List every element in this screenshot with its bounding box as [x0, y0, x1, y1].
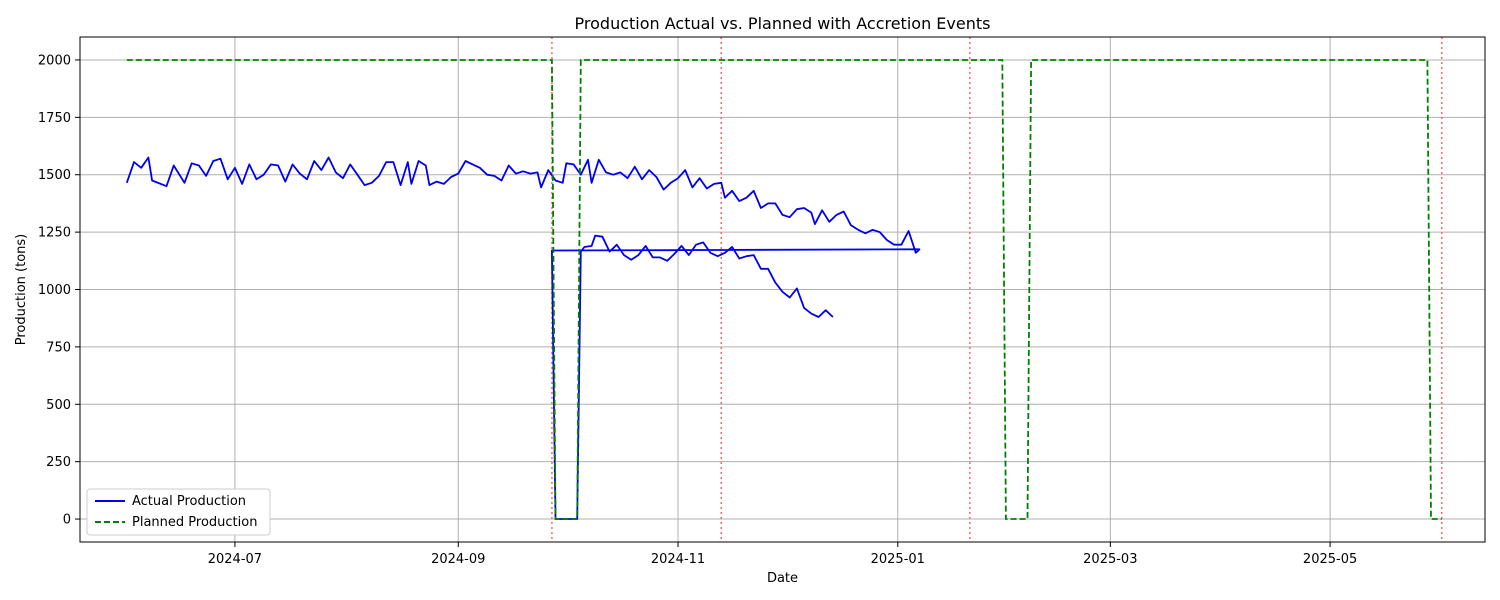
x-tick-label: 2024-11 [651, 552, 705, 567]
x-tick-label: 2024-09 [431, 552, 485, 567]
legend-label-actual: Actual Production [132, 494, 246, 509]
event-lines [551, 37, 1443, 542]
ticks: 2024-07 2024-09 2024-11 2025-01 2025-03 2025-… [38, 53, 1357, 567]
y-tick-label: 250 [46, 455, 71, 470]
series-line-actual [125, 156, 921, 520]
x-tick-label: 2024-07 [208, 552, 262, 567]
y-tick-label: 1750 [38, 111, 71, 126]
y-tick-label: 1500 [38, 168, 71, 183]
y-tick-label: 2000 [38, 53, 71, 68]
x-axis-label: Date [767, 571, 798, 586]
y-tick-label: 500 [46, 398, 71, 413]
y-axis-label: Production (tons) [14, 234, 29, 346]
series-line-planned [126, 59, 1442, 520]
legend-box [86, 488, 271, 536]
x-tick-label: 2025-03 [1083, 552, 1137, 567]
legend-label-planned: Planned Production [132, 515, 257, 530]
y-tick-label: 750 [46, 340, 71, 355]
x-tick-label: 2025-05 [1303, 552, 1357, 567]
x-tick-label: 2025-01 [871, 552, 925, 567]
y-tick-label: 0 [63, 513, 71, 528]
y-tick-label: 1000 [38, 283, 71, 298]
legend: Actual Production Planned Production [86, 488, 271, 536]
series-group [125, 59, 1442, 520]
y-tick-label: 1250 [38, 226, 71, 241]
chart-title: Production Actual vs. Planned with Accre… [575, 14, 991, 33]
